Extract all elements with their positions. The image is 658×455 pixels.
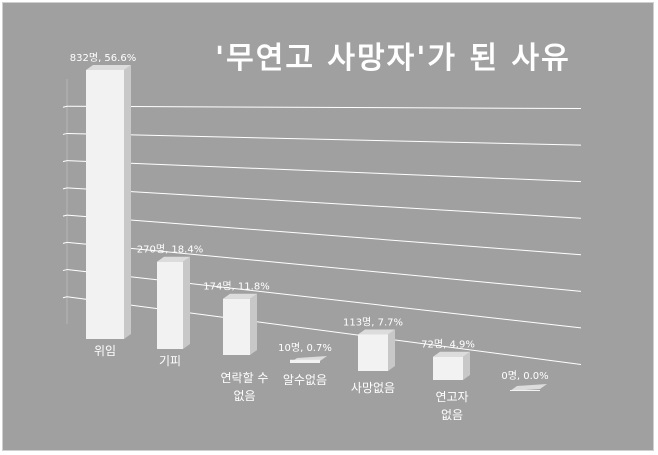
gridline <box>66 214 582 256</box>
axis-tick <box>62 160 68 163</box>
bar-side <box>463 351 470 380</box>
gridline <box>66 296 582 365</box>
bar-top <box>157 256 190 262</box>
axis-tick <box>62 214 68 217</box>
data-label: 0명, 0.0% <box>501 370 548 382</box>
data-label: 113명, 7.7% <box>343 316 403 328</box>
bar <box>358 334 388 371</box>
gridline <box>66 105 582 110</box>
bar-side <box>124 65 131 339</box>
category-label: 위임 <box>94 344 116 358</box>
category-label: 사망없음 <box>351 381 395 395</box>
bar-side <box>250 293 257 355</box>
axis-tick <box>62 187 68 190</box>
category-label: 알수없음 <box>283 373 327 387</box>
bar-top <box>510 384 547 391</box>
gridline <box>66 269 582 329</box>
axis-tick <box>62 105 68 108</box>
bar-side <box>388 329 395 371</box>
data-label: 832명, 56.6% <box>70 52 136 64</box>
bar <box>86 70 124 339</box>
axis-tick <box>62 269 68 272</box>
axis-tick <box>62 241 68 244</box>
gridline <box>66 160 582 183</box>
bar-side <box>183 256 190 349</box>
chart-title: '무연고 사망자'가 된 사유 <box>215 41 571 76</box>
category-label: 연락할 수 <box>221 371 269 385</box>
gridline <box>66 241 582 292</box>
axis-tick <box>62 132 68 135</box>
data-label: 10명, 0.7% <box>278 342 332 354</box>
data-label: 174명, 11.8% <box>203 281 269 293</box>
bar-top <box>358 329 395 335</box>
data-label: 72명, 4.9% <box>421 339 475 351</box>
gridline <box>66 132 582 146</box>
bar-top <box>223 293 257 299</box>
chart-frame: '무연고 사망자'가 된 사유 832명, 56.6% 위임 270명, 18.4%… <box>2 2 654 451</box>
category-label: 없음 <box>233 389 255 403</box>
bar <box>290 359 320 363</box>
bar <box>510 390 540 391</box>
gridline <box>66 187 582 219</box>
bar <box>433 356 463 380</box>
category-label: 연고자 <box>435 390 468 404</box>
bar-top <box>86 65 131 70</box>
bar <box>223 298 250 355</box>
bar <box>157 261 183 349</box>
bar-top <box>433 351 470 357</box>
chart-plot: 832명, 56.6% 위임 270명, 18.4% 기피 174명, 11.8% 연락할… <box>62 52 582 422</box>
category-label: 기피 <box>159 354 181 368</box>
axis-tick <box>62 296 68 299</box>
data-label: 270명, 18.4% <box>137 244 203 256</box>
category-label: 없음 <box>441 408 463 422</box>
